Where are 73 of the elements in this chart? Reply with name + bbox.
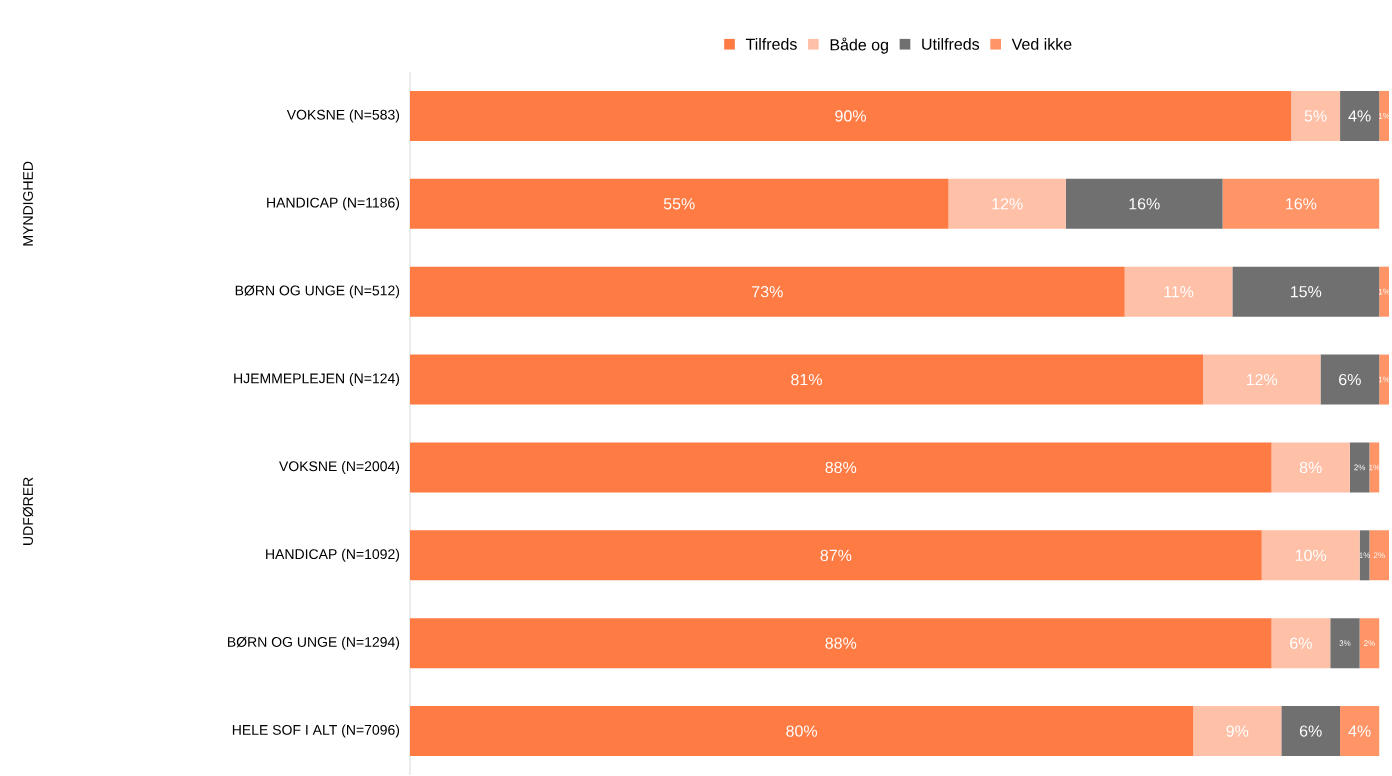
data-label: 2% [1373,552,1385,559]
bar [1359,618,1380,669]
legend-label: Tilfreds [745,38,797,51]
legend-label: Både og [830,37,888,54]
data-label: 8% [1299,461,1322,474]
data-label: 88% [825,461,857,474]
y-tick-label: HANDICAP (N=1186) [267,197,400,211]
bar [410,91,1292,142]
data-label: 81% [791,374,822,386]
data-label: 4% [1348,725,1371,737]
bar [410,178,949,229]
y-tick-label: BØRN OG UNGE (N=1294) [228,636,400,650]
bar [1193,706,1282,757]
data-label: 4% [1348,110,1371,122]
data-label: 15% [1291,286,1322,298]
y-tick-label: HANDICAP (N=1092) [266,548,400,563]
legend-label: Ved ikke [1011,38,1072,51]
y-tick-label: VOKSNE (N=583) [286,109,400,123]
legend-label: Utilfreds [922,38,980,51]
bar [1271,618,1331,669]
data-label: 16% [1286,198,1317,210]
bar [1369,530,1390,581]
data-label: 6% [1299,725,1322,737]
y-tick-label: BØRN OG UNGE (N=512) [235,285,400,299]
y-tick-label: HJEMMEPLEJEN (N=124) [234,373,400,387]
y-tick-label: HELE SOF I ALT (N=7096) [232,724,400,738]
data-label: 6% [1290,637,1312,650]
bar [948,178,1066,229]
bar [1271,442,1350,493]
text: UDFØRER [22,477,34,546]
bar [1330,618,1360,669]
data-label: 90% [835,110,866,122]
data-label: 5% [1304,110,1327,122]
bar [410,706,1194,757]
bar [1320,354,1380,405]
bar [410,354,1203,405]
data-label: 88% [825,637,857,650]
data-label: 80% [786,725,818,737]
data-label: 87% [820,549,852,562]
bar [1281,706,1341,757]
data-label: 73% [752,286,783,298]
data-label: 11% [1164,286,1194,298]
bar [1369,442,1380,493]
bar [1232,266,1380,317]
bar [1349,442,1370,493]
bar [1379,354,1390,405]
data-label: 9% [1226,725,1249,737]
bar [410,618,1272,669]
bar [1291,91,1341,142]
bar [1379,266,1390,317]
data-label: 3% [1339,640,1351,647]
data-label: 10% [1295,549,1327,562]
bar [1124,266,1233,317]
text: MYNDIGHED [23,161,33,246]
data-label: 6% [1339,374,1361,386]
data-label: 55% [663,198,695,210]
bar [1359,530,1370,581]
bar [1379,91,1390,142]
y-tick-label: VOKSNE (N=2004) [279,461,400,475]
bar [1222,178,1380,229]
data-label: 16% [1129,198,1160,210]
data-label: 12% [992,198,1023,210]
bar [1340,91,1380,142]
bar [1203,354,1321,405]
bar [410,530,1262,581]
bar [1261,530,1360,581]
bar [1065,178,1223,229]
data-label: 2% [1364,640,1375,647]
data-label: 2% [1354,464,1366,471]
bar [410,442,1272,493]
bar [410,266,1125,317]
bar [1340,706,1380,757]
data-label: 12% [1246,374,1278,386]
